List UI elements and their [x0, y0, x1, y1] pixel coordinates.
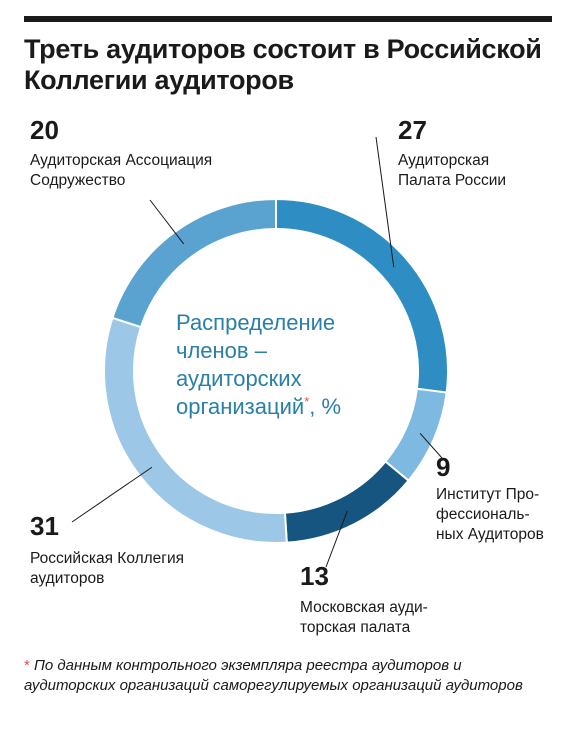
slice-label-4-line-1: Российская Коллегия [30, 550, 184, 567]
leader-line-2 [419, 433, 443, 459]
slice-value-1: 27 [398, 115, 427, 145]
slice-label-2-line-3: ных Аудиторов [436, 526, 544, 543]
slice-value-4: 31 [30, 511, 59, 541]
donut-slice-1 [275, 197, 449, 394]
center-label-line-4: организаций*, % [176, 394, 341, 419]
leader-line-4 [71, 466, 153, 523]
center-label-word: организаций [176, 394, 304, 419]
leader-line-5 [149, 199, 185, 245]
center-label-asterisk: * [304, 394, 309, 409]
donut-chart: 27 Аудиторская Палата России 9 Институт Про-… [30, 115, 544, 636]
slice-label-1-line-1: Аудиторская [398, 152, 489, 169]
leader-line-1 [375, 136, 395, 268]
footnote-asterisk: * [24, 657, 30, 674]
center-label-line-3: аудиторских [176, 366, 302, 391]
slice-label-3-line-1: Московская ауди- [300, 599, 428, 616]
slice-label-1-line-2: Палата России [398, 172, 506, 189]
slice-value-3: 13 [300, 561, 329, 591]
slice-label-5-line-1: Аудиторская Ассоциация [30, 152, 212, 169]
leader-line-3 [325, 510, 348, 568]
slice-label-3-line-2: торская палата [300, 619, 411, 636]
donut-slice-5 [111, 197, 277, 329]
slice-label-2-line-2: фессиональ- [436, 506, 530, 523]
donut-slice-3 [283, 460, 410, 544]
footnote-text: По данным контрольного экземпляра реестр… [24, 657, 523, 694]
slice-label-4-line-2: аудиторов [30, 570, 104, 587]
center-label-line-2: членов – [176, 338, 268, 363]
center-label-line-1: Распределение [176, 310, 335, 335]
center-label-unit: , % [309, 394, 341, 419]
chart-title: Треть аудиторов состоит в Российской Кол… [24, 34, 542, 95]
slice-label-2-line-1: Институт Про- [436, 486, 539, 503]
slice-value-2: 9 [436, 452, 450, 482]
slice-value-5: 20 [30, 115, 59, 145]
top-rule [24, 16, 552, 22]
footnote: * По данным контрольного экземпляра реес… [24, 656, 534, 696]
slice-label-5-line-2: Содружество [30, 172, 125, 189]
